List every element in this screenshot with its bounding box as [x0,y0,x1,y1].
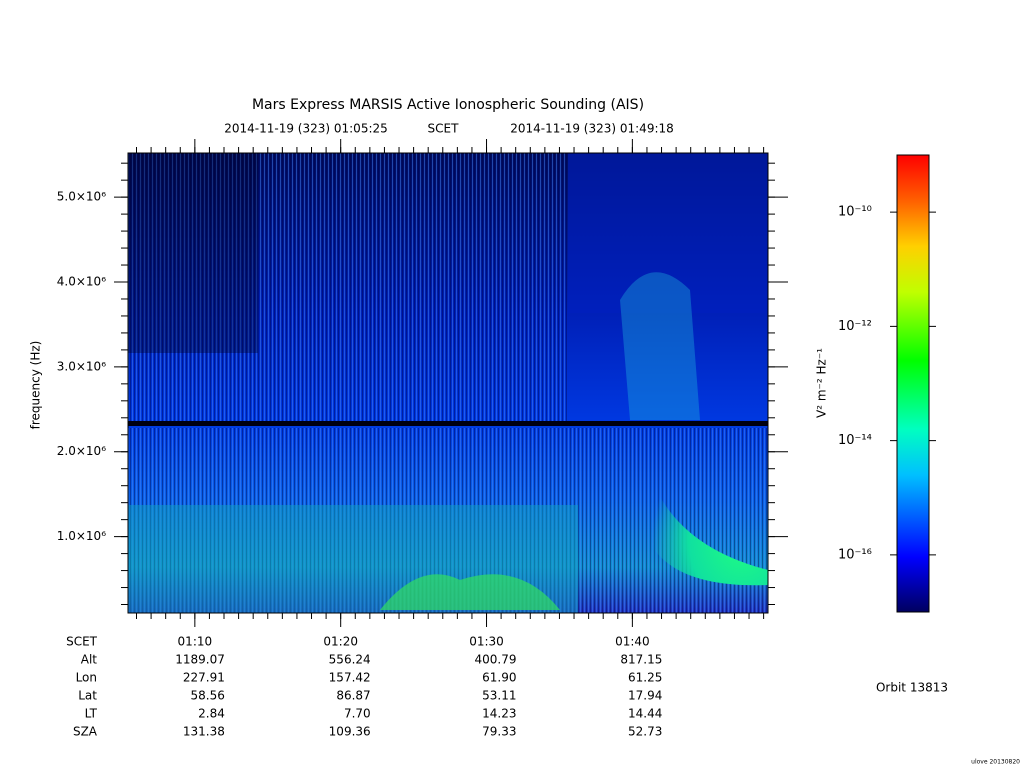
y-tick-label: 2.0×10⁶ [57,444,106,458]
colorbar-tick-label: 10⁻¹⁶ [838,547,872,562]
orbit: Orbit 13813 [876,681,948,695]
ephemeris-value: 14.23 [482,707,516,721]
ephemeris-value: 17.94 [628,689,662,703]
start-time: 2014-11-19 (323) 01:05:25 [224,122,388,136]
colorbar-label: V² m⁻² Hz⁻¹ [815,348,829,418]
end-time: 2014-11-19 (323) 01:49:18 [510,122,674,136]
ephemeris-value: 556.24 [329,653,371,667]
x-tick-label: 01:30 [469,635,504,649]
ephemeris-value: 79.33 [482,725,516,739]
spectrogram [127,152,769,614]
ephemeris-value: 53.11 [482,689,516,703]
ephemeris-label: SZA [73,725,98,739]
ephemeris-value: 61.90 [482,671,516,685]
title: Mars Express MARSIS Active Ionospheric S… [252,97,644,113]
y-tick-label: 3.0×10⁶ [57,359,106,373]
ephemeris-label: Lat [78,689,97,703]
ephemeris-value: 157.42 [329,671,371,685]
credit: ulove 20130820 [971,759,1020,766]
ephemeris-value: 61.25 [628,671,662,685]
ephemeris-value: 1189.07 [175,653,225,667]
y-axis-label: frequency (Hz) [29,341,43,430]
ephemeris-value: 14.44 [628,707,662,721]
ephemeris-value: 400.79 [475,653,517,667]
colorbar-tick-label: 10⁻¹⁴ [838,433,872,448]
ephemeris-value: 227.91 [183,671,225,685]
ephemeris-label: Lon [76,671,97,685]
ephemeris-value: 86.87 [336,689,370,703]
x-tick-label: 01:10 [178,635,213,649]
ephemeris-value: 131.38 [183,725,225,739]
y-tick-label: 5.0×10⁶ [57,190,106,204]
ephemeris-label: SCET [66,635,98,649]
ephemeris-value: 2.84 [198,707,225,721]
ephemeris-label: LT [85,707,98,721]
ephemeris-value: 52.73 [628,725,662,739]
y-tick-label: 4.0×10⁶ [57,275,106,289]
ephemeris-value: 7.70 [344,707,371,721]
colorbar-tick-label: 10⁻¹⁰ [838,205,872,220]
ephemeris-value: 58.56 [190,689,224,703]
x-tick-label: 01:40 [615,635,650,649]
x-tick-label: 01:20 [323,635,358,649]
ephemeris-label: Alt [81,653,98,667]
colorbar [896,154,930,613]
time-label: SCET [428,122,460,136]
ephemeris-value: 109.36 [329,725,371,739]
ephemeris-value: 817.15 [620,653,662,667]
y-tick-label: 1.0×10⁶ [57,529,106,543]
colorbar-tick-label: 10⁻¹² [838,319,872,334]
